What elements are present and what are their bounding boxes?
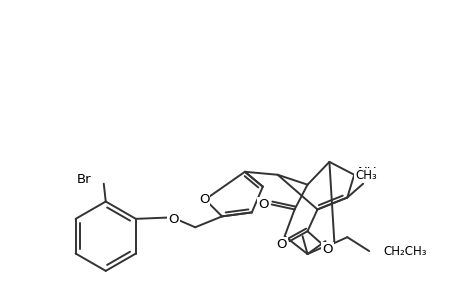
Text: O: O <box>321 243 332 256</box>
Text: Br: Br <box>77 173 92 186</box>
Text: CH₂CH₃: CH₂CH₃ <box>382 244 425 258</box>
Text: O: O <box>258 198 269 211</box>
Text: O: O <box>198 193 209 206</box>
Text: CH₃: CH₃ <box>354 169 376 182</box>
Text: O: O <box>276 238 286 250</box>
Text: O: O <box>168 213 178 226</box>
Text: NH: NH <box>358 166 377 179</box>
